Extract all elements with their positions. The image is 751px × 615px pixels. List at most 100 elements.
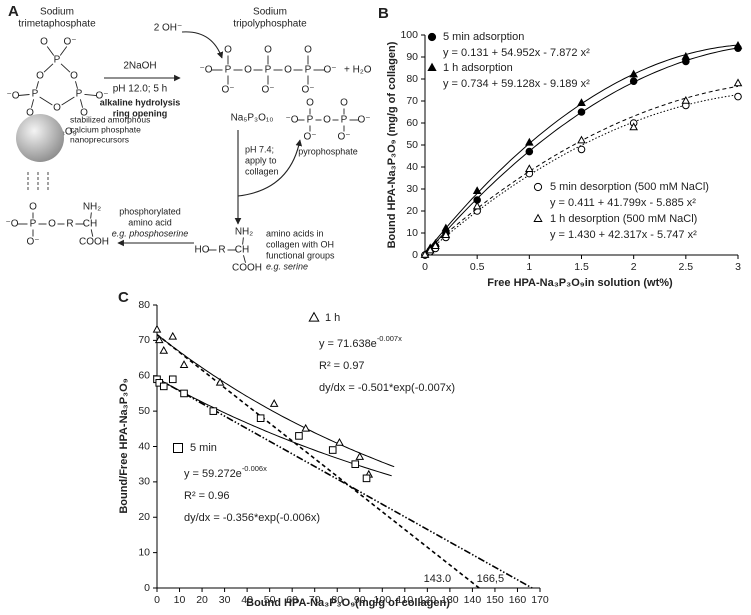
atom: O⁻: [301, 85, 314, 96]
marker: [472, 186, 482, 195]
conditions: apply to: [245, 155, 277, 165]
atom: O: [26, 108, 34, 119]
y-tick-label: 0: [144, 582, 150, 594]
atom: O⁻: [63, 37, 76, 48]
atom: O⁻: [221, 85, 234, 96]
equation-base: y = 71.638e: [319, 338, 377, 350]
x-tick-label: 100: [374, 594, 392, 606]
bond: [36, 81, 39, 89]
marker: [209, 407, 218, 415]
x-tick-label: 20: [196, 594, 208, 606]
bond: [46, 46, 55, 56]
marker: [215, 377, 225, 386]
x-tick-label: 110: [396, 594, 413, 606]
marker: [152, 324, 162, 333]
r-squared: R² = 0.96: [184, 490, 230, 502]
marker: [734, 92, 742, 101]
y-tick-label: 60: [138, 370, 150, 382]
atom: O: [306, 98, 314, 109]
marker: [308, 311, 320, 322]
y-tick-label: 70: [406, 95, 418, 107]
legend-label: 5 min: [190, 442, 217, 454]
x-tick-label: 30: [219, 594, 231, 606]
bond: [18, 94, 30, 96]
fit-equation: y = 1.430 + 42.317x - 5.747 x²: [550, 229, 697, 241]
bond: [84, 94, 97, 96]
x-tick-label: 0: [154, 594, 160, 606]
x-tick-label: 10: [174, 594, 186, 606]
atom: O⁻: [95, 91, 108, 102]
marker: [431, 241, 440, 250]
atom: COOH: [79, 237, 109, 248]
attack-arrow: [181, 31, 224, 59]
amino-acid-note: collagen with OH: [266, 239, 334, 249]
conditions: collagen: [245, 166, 279, 176]
tangent-line: [156, 377, 533, 589]
marker: [577, 135, 586, 144]
marker: [629, 69, 638, 78]
atom: O⁻: [261, 85, 274, 96]
atom: O: [70, 71, 78, 82]
reaction-label: e.g. phosphoserine: [112, 228, 189, 238]
panel-label: C: [118, 289, 129, 306]
marker: [733, 78, 743, 87]
x-tick-label: 160: [509, 594, 527, 606]
conditions: pH 7.4;: [245, 144, 274, 154]
atom: P: [305, 65, 312, 76]
x-tick-label: 120: [419, 594, 437, 606]
atom: O: [29, 202, 37, 213]
x-tick-label: 0: [422, 261, 428, 273]
atom: O: [244, 65, 252, 76]
y-tick-label: 80: [138, 299, 150, 311]
atom: P: [225, 65, 232, 76]
equation-exponent: -0.006x: [242, 464, 267, 473]
nanoprecursor: calcium phosphate: [70, 124, 141, 134]
legend-label: 1 h: [325, 312, 340, 324]
marker: [577, 145, 586, 154]
water: + H₂O: [344, 65, 372, 76]
marker: [525, 147, 534, 156]
atom: O⁻: [323, 65, 336, 76]
x-tick-label: 2: [631, 261, 637, 273]
atom: COOH: [232, 263, 262, 274]
atom: P: [54, 55, 61, 66]
fit-equation: y = 59.272e-0.006x: [184, 464, 267, 480]
r-squared: R² = 0.97: [319, 360, 365, 372]
y-tick-label: 80: [406, 73, 418, 85]
bond: [243, 255, 246, 263]
legend-label: 1 h adsorption: [443, 62, 513, 74]
release-arrow: [237, 139, 303, 197]
atom: P: [307, 115, 314, 126]
y-tick-label: 40: [406, 161, 418, 173]
reaction-label: amino acid: [128, 217, 172, 227]
marker: [168, 331, 178, 340]
marker: [427, 32, 437, 42]
marker: [427, 62, 437, 72]
bond: [60, 63, 71, 73]
formula: Na₅P₃O₁₀: [231, 113, 274, 124]
y-tick-label: 0: [412, 249, 418, 261]
y-tick-label: 70: [138, 334, 150, 346]
equation-base: y = 59.272e: [184, 468, 242, 480]
marker: [179, 360, 189, 368]
marker: [533, 213, 543, 223]
x-tick-label: 3: [735, 261, 741, 273]
intercept-label: 143.0: [424, 573, 452, 585]
atom: O: [323, 115, 331, 126]
x-tick-label: 0.5: [470, 261, 485, 273]
reaction-label: phosphorylated: [119, 206, 181, 216]
bond: [75, 81, 78, 89]
bond: [242, 237, 244, 245]
panel-label: A: [8, 3, 19, 20]
x-tick-label: 170: [531, 594, 549, 606]
x-tick-label: 1: [526, 261, 532, 273]
atom: CH: [83, 219, 97, 230]
marker: [173, 443, 183, 453]
compound-name: trimetaphosphate: [18, 19, 96, 30]
atom: CH: [235, 245, 249, 256]
marker: [335, 437, 344, 446]
x-tick-label: 90: [354, 594, 366, 606]
atom: O⁻: [26, 237, 39, 248]
